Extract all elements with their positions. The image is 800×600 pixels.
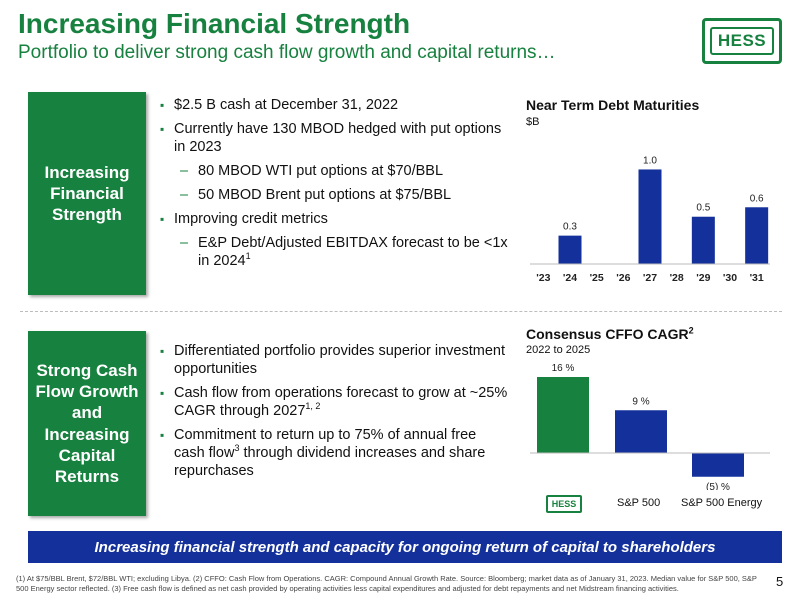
cffo-cagr-chart: 16 % 9 % (5) % [530,363,770,490]
cffo-chart-title: Consensus CFFO CAGR2 [526,326,694,342]
x-tick-label: '30 [723,272,737,284]
x-tick-label: '27 [643,272,657,284]
hess-logo-text: HESS [717,31,767,50]
debt-chart-subtitle: $B [526,116,540,128]
hess-category-label: HESS [551,499,577,509]
bar [558,235,582,264]
section-label-financial-strength: Increasing Financial Strength [28,92,146,295]
bullet-list-financial-strength: $2.5 B cash at December 31, 2022 Current… [160,96,510,276]
bar [691,216,715,264]
banner-text: Increasing financial strength and capaci… [94,538,716,556]
bullet-item: Currently have 130 MBOD hedged with put … [160,120,510,156]
x-tick-label: '31 [750,272,764,284]
bullet-item: Commitment to return up to 75% of annual… [160,426,510,480]
bullet-text: through dividend increases and share rep… [174,445,486,479]
hess-logo-inner: HESS [709,27,775,55]
bullet-item: Improving credit metrics [160,210,510,228]
bar [692,453,744,477]
data-label: 0.3 [563,222,577,233]
sub-bullet-item: 80 MBOD WTI put options at $70/BBL [160,162,510,180]
bullet-list-cash-flow: Differentiated portfolio provides superi… [160,342,510,486]
category-label-sp500-energy: S&P 500 Energy [681,497,763,509]
page-number: 5 [776,574,784,589]
sub-bullet-item: 50 MBOD Brent put options at $75/BBL [160,186,510,204]
sub-bullet-item: E&P Debt/Adjusted EBITDAX forecast to be… [160,234,510,270]
bar [537,377,589,453]
data-label: (5) % [706,482,730,490]
data-label: 0.6 [750,193,764,204]
section-divider [20,311,782,312]
debt-maturities-chart: '23 0.3 '24 '25 '26 1.0 '27 '28 0.5 '29 '30 0.6 '31 [530,155,770,284]
bullet-item: Differentiated portfolio provides superi… [160,342,510,378]
section-label-cash-flow: Strong Cash Flow Growth and Increasing C… [28,331,146,516]
category-label-sp500: S&P 500 [617,497,661,509]
x-tick-label: '28 [670,272,684,284]
summary-banner: Increasing financial strength and capaci… [28,531,782,563]
footnote-ref: 2 [688,325,694,336]
data-label: 1.0 [643,155,657,166]
data-label: 9 % [632,396,649,407]
footnote-ref: 1 [245,251,251,262]
sub-bullet-text: E&P Debt/Adjusted EBITDAX forecast to be… [198,235,508,269]
x-tick-label: '29 [696,272,710,284]
data-label: 16 % [552,363,575,374]
bar [638,169,662,264]
page-subtitle: Portfolio to deliver strong cash flow gr… [18,42,556,63]
debt-chart-title: Near Term Debt Maturities [526,97,700,113]
x-tick-label: '23 [536,272,550,284]
bar [615,410,667,453]
cffo-chart-subtitle: 2022 to 2025 [526,344,591,356]
page-title: Increasing Financial Strength [18,8,411,39]
bullet-text: Commitment to return up to 75% of annual… [174,427,477,461]
footnotes: (1) At $75/BBL Brent, $72/BBL WTI; exclu… [16,574,757,593]
footnote-ref: 3 [234,443,240,454]
section-label-text: Strong Cash Flow Growth and Increasing C… [35,360,139,486]
x-tick-label: '24 [563,272,577,284]
footnote-ref: 1, 2 [305,401,321,412]
bullet-item: $2.5 B cash at December 31, 2022 [160,96,510,114]
cffo-chart-title-text: Consensus CFFO CAGR [526,326,689,342]
data-label: 0.5 [696,203,710,214]
x-tick-label: '26 [616,272,630,284]
bullet-item: Cash flow from operations forecast to gr… [160,384,510,420]
section-label-text: Increasing Financial Strength [44,162,130,225]
hess-category-logo: HESS [546,495,582,513]
bar [745,207,769,264]
hess-logo: HESS [702,18,782,64]
bullet-text: Cash flow from operations forecast to gr… [174,385,508,419]
x-tick-label: '25 [590,272,604,284]
